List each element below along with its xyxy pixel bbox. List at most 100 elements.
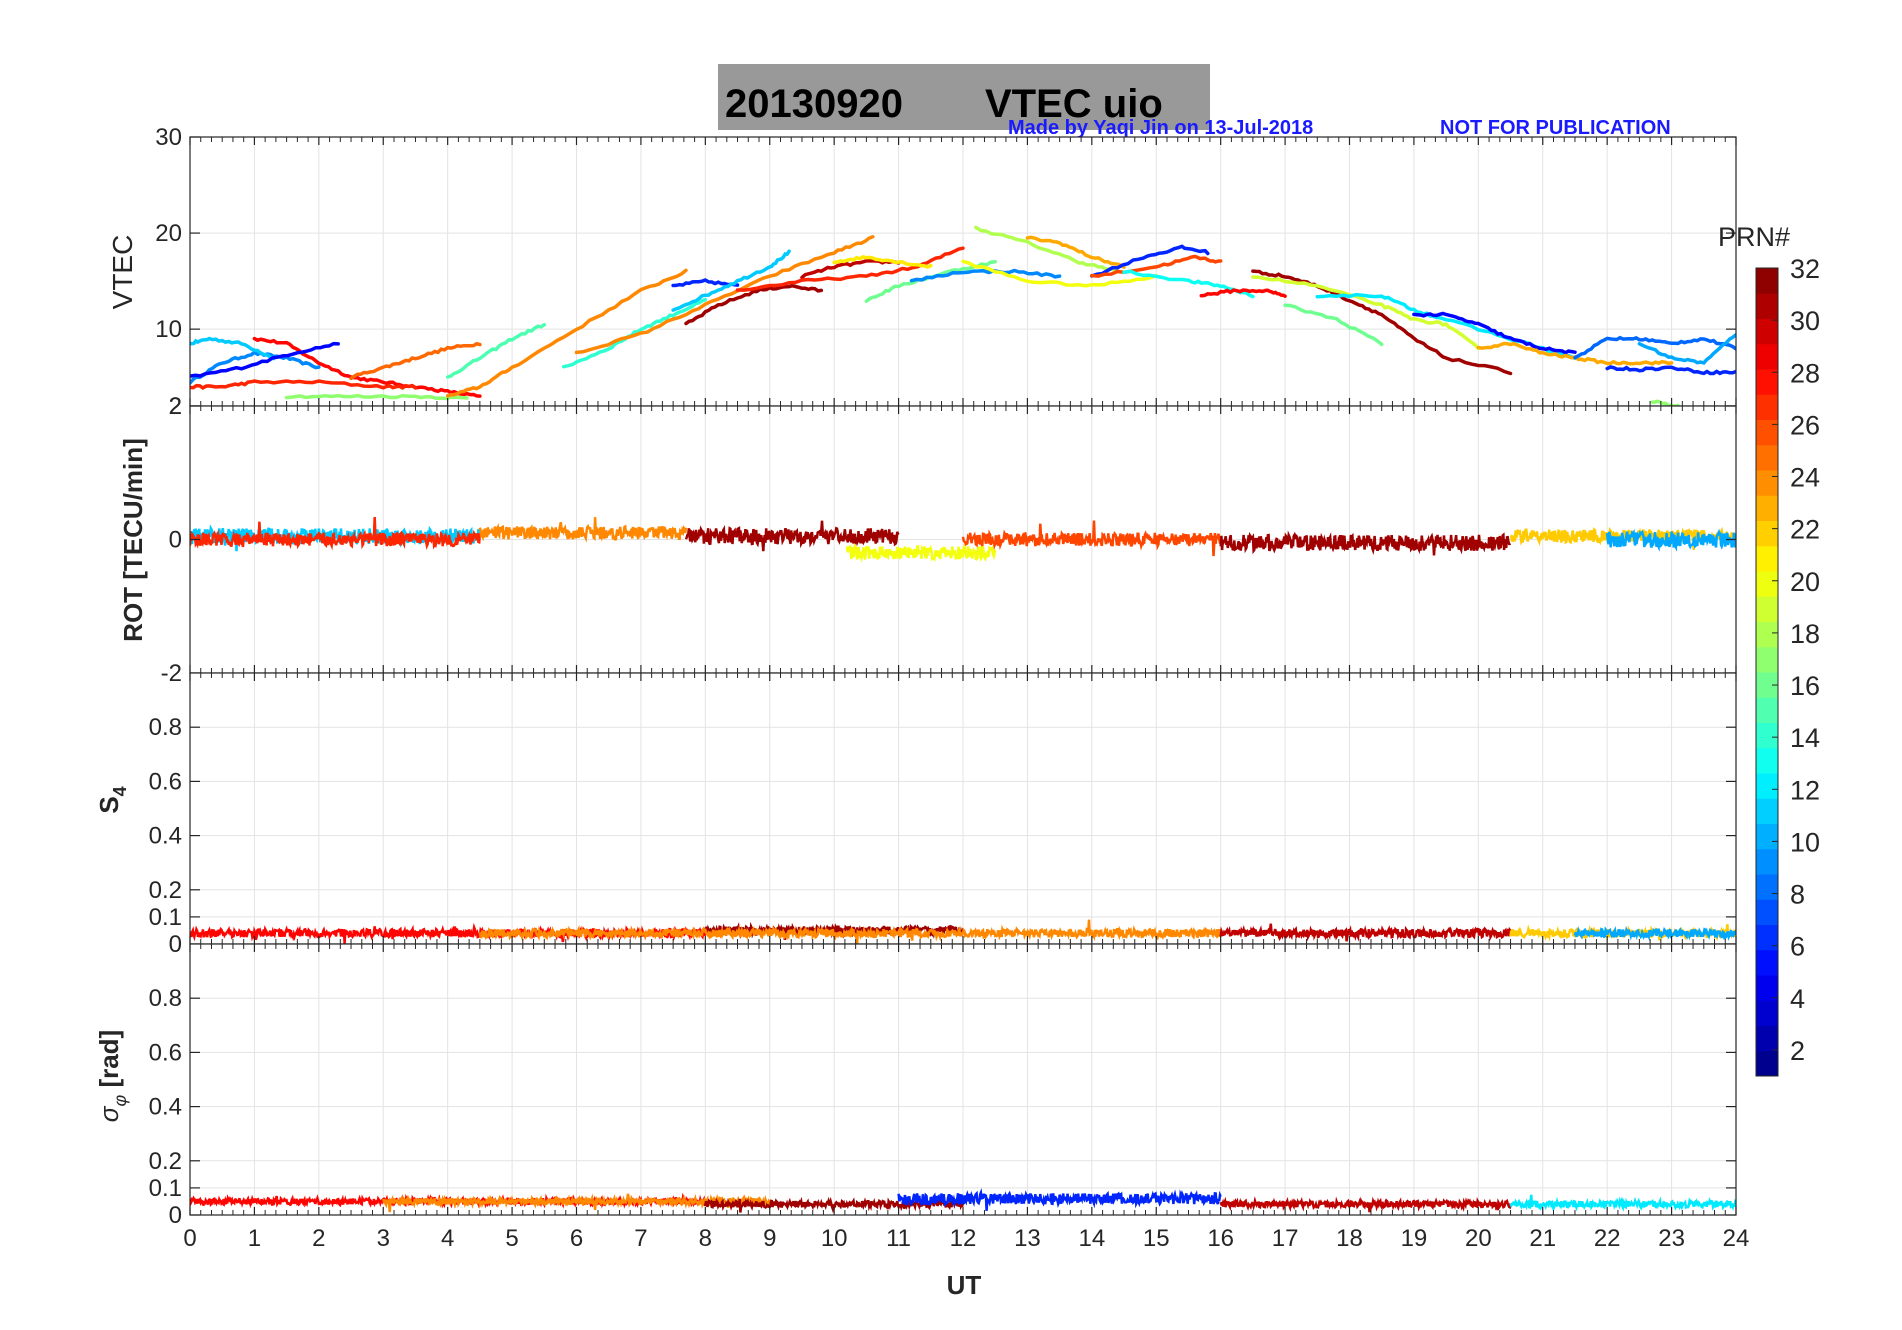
vtec-series-line [684,283,824,326]
colorbar-tick-label: 28 [1790,358,1820,388]
noise-series-line [190,517,482,551]
s4-ylabel: S4 [94,786,130,813]
y-tick-label: 0.1 [149,1175,182,1202]
svg-text:S4: S4 [94,786,130,813]
colorbar-tick-label: 32 [1790,254,1820,284]
colorbar-title: PRN# [1718,222,1790,252]
colorbar-segment [1756,596,1778,622]
vtec-series-line [252,336,482,398]
y-tick-label: 30 [155,124,182,151]
noise-series-line [1573,925,1736,942]
colorbar-segment [1756,495,1778,521]
y-tick-label: 0.8 [149,714,182,741]
vtec-series-line [1025,235,1126,269]
colorbar-tick-label: 4 [1790,984,1805,1014]
vtec-series-line [671,278,740,288]
vtec-series-line [909,268,1062,283]
colorbar-border [1755,267,1779,1077]
colorbar-segment [1756,924,1778,951]
y-tick-label: 0.2 [149,877,182,904]
colorbar-segment [1756,268,1778,294]
y-tick-label: 0.4 [149,1094,182,1121]
vtec-series-line [1637,333,1736,365]
title-date: 20130920 [725,82,903,126]
series-group [190,919,1736,944]
colorbar-segment [1756,318,1778,345]
vtec-series-line [961,259,1159,288]
y-tick-label: 0.4 [149,823,182,850]
colorbar-segment [1756,672,1778,698]
y-tick-label: 0.8 [149,985,182,1012]
y-tick-label: 0 [169,527,182,554]
colorbar-tick-label: 6 [1790,932,1805,962]
y-tick-label: 0.1 [149,904,182,931]
rot-ylabel: ROT [TECU/min] [118,438,148,642]
x-tick-label: 5 [505,1225,518,1252]
svg-text:σφ [rad]: σφ [rad] [94,1030,130,1122]
y-tick-label: -2 [161,660,182,687]
colorbar-segment [1756,343,1778,370]
x-tick-label: 4 [441,1225,454,1252]
x-tick-label: 14 [1078,1225,1105,1252]
y-tick-label: 0.6 [149,1039,182,1066]
x-tick-label: 21 [1529,1225,1556,1252]
colorbar-segment [1756,874,1778,900]
vtec-series-line [190,379,418,390]
colorbar-segment [1756,520,1778,547]
colorbar-tick-label: 10 [1790,827,1820,857]
colorbar-segment [1756,975,1778,1001]
colorbar-segment [1756,1050,1778,1077]
colorbar-segment [1756,722,1778,749]
x-tick-label: 1 [248,1225,261,1252]
vtec-series-line [1283,303,1384,347]
noise-series-line [897,1188,1222,1211]
credit-author: Made by Yaqi Jin on 13-Jul-2018 [1008,117,1313,139]
y-tick-label: 0.6 [149,768,182,795]
colorbar-segment [1756,697,1778,723]
colorbar-tick-label: 18 [1790,619,1820,649]
y-tick-label: 0 [169,1202,182,1229]
vtec-series-line [445,322,547,379]
vtec-series-line [561,297,708,369]
x-tick-label: 7 [634,1225,647,1252]
noise-series-line [845,541,997,563]
x-tick-label: 15 [1143,1225,1170,1252]
colorbar-segment [1756,773,1778,799]
x-tick-label: 3 [377,1225,390,1252]
noise-series-line [1509,1194,1736,1213]
x-tick-labels: 0 1 2 3 4 5 6 7 8 9 10 11 12 13 14 15 16 17 18 19 20 21 22 23 24 [183,1225,1749,1252]
y-tick-label: 2 [169,393,182,420]
colorbar-segment [1756,899,1778,925]
colorbar-segment [1756,394,1778,420]
colorbar-tick-label: 16 [1790,671,1820,701]
vtec-series-line [445,268,688,398]
y-tick-label: 0.2 [149,1148,182,1175]
vtec-series-line [1090,244,1210,278]
vtec-series-line [1573,335,1736,360]
colorbar-segment [1756,419,1778,446]
x-tick-label: 11 [886,1225,911,1252]
vtec-series-line [671,249,791,312]
vtec-series-line [1251,275,1481,351]
colorbar-segment [1756,571,1778,597]
vtec-series-line [190,350,321,385]
vtec-series-line [190,341,340,378]
vtec-series-line [284,393,469,401]
noise-series-line [478,517,688,543]
colorbar-segment [1756,1000,1778,1026]
colorbar-tick-label: 20 [1790,567,1820,597]
colorbar-segment [1756,848,1778,875]
colorbar-segment [1756,747,1778,774]
colorbar-tick-label: 8 [1790,880,1805,910]
vtec-series-line [1251,269,1513,376]
vtec-series-line [974,225,1120,274]
series-group [190,1188,1736,1214]
colorbar-segment [1756,949,1778,976]
s4-panel: 0.8 0.6 0.4 0.20.10 [149,672,1737,958]
series-group [190,225,1736,406]
rot-panel: 2 0 -2 [161,393,1737,687]
y-tick-label: 2 [169,393,182,420]
colorbar-segment [1756,369,1778,395]
